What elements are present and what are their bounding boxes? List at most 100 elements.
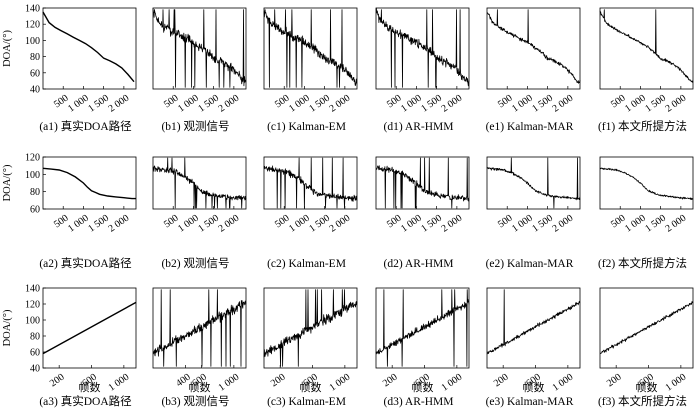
y-tick-label: 40: [30, 364, 40, 375]
panel-caption: (d2) AR-HMM: [384, 258, 454, 270]
panel-caption: (d1) AR-HMM: [384, 121, 454, 133]
panel-caption: (b1) 观测信号: [161, 120, 229, 133]
x-tick-label: 1 500: [419, 213, 444, 235]
panel-caption: (d3) AR-HMM: [384, 396, 454, 408]
x-tick-label: 1 000: [399, 213, 424, 235]
x-tick-label: 200: [48, 372, 67, 390]
axes-frame: [486, 156, 581, 210]
x-tick-label: 2 000: [664, 93, 689, 115]
estimate-series-line: [152, 8, 247, 88]
estimate-series-line: [263, 9, 358, 88]
x-tick-label: 2 000: [217, 213, 242, 235]
y-tick-label: 40: [30, 85, 40, 96]
axes-frame: [263, 7, 358, 90]
x-tick-label: 2 000: [107, 213, 132, 235]
panel-caption: (e2) Kalman-MAR: [486, 258, 574, 270]
x-tick-label: 200: [605, 372, 624, 390]
axes-frame: [599, 287, 694, 369]
axes-frame: [152, 7, 247, 90]
y-tick-label: 140: [25, 4, 40, 15]
x-tick-label: 2 000: [217, 93, 242, 115]
x-tick-label: 1 000: [66, 213, 91, 235]
x-tick-label: 1 000: [551, 372, 576, 394]
y-tick-label: 120: [25, 153, 40, 164]
truth-series-line: [42, 167, 136, 200]
panel-caption: (c2) Kalman-EM: [267, 258, 346, 270]
x-axis-label: 帧数: [300, 380, 322, 394]
axes-frame: [263, 156, 358, 210]
x-axis-label: 帧数: [189, 380, 211, 394]
y-tick-label: 60: [30, 205, 40, 216]
y-tick-label: 80: [30, 52, 40, 63]
x-tick-label: 2 000: [107, 93, 132, 115]
axes-frame: [599, 7, 694, 90]
x-tick-label: 1 000: [287, 213, 312, 235]
x-tick-label: 1 000: [664, 372, 689, 394]
x-tick-label: 1 000: [176, 213, 201, 235]
estimate-series-line: [599, 9, 694, 83]
truth-series-line: [42, 11, 135, 83]
x-tick-label: 1 000: [623, 213, 648, 235]
y-tick-label: 100: [25, 316, 40, 327]
estimate-series-line: [152, 157, 247, 209]
y-tick-label: 100: [25, 36, 40, 47]
panel-caption: (a2) 真实DOA路径: [39, 256, 131, 270]
axes-frame: [152, 156, 247, 210]
panel-caption: (a3) 真实DOA路径: [39, 394, 131, 408]
x-tick-label: 1 500: [196, 213, 221, 235]
x-tick-label: 2 000: [328, 93, 353, 115]
x-tick-label: 2 000: [328, 213, 353, 235]
estimate-series-line: [263, 157, 358, 209]
x-tick-label: 1 500: [86, 213, 111, 235]
x-tick-label: 200: [492, 372, 511, 390]
x-tick-label: 1 500: [307, 213, 332, 235]
axes-frame: [42, 287, 137, 369]
x-tick-label: 1 000: [217, 372, 242, 394]
x-tick-label: 200: [381, 372, 400, 390]
panel-caption: (f3) 本文所提方法: [598, 394, 687, 408]
x-tick-label: 2 000: [664, 213, 689, 235]
axes-frame: [375, 287, 470, 369]
x-tick-label: 1 500: [307, 93, 332, 115]
truth-series-line: [42, 301, 137, 355]
axes-frame: [42, 7, 137, 90]
panel-caption: (e1) Kalman-MAR: [486, 121, 574, 133]
axes-frame: [42, 156, 137, 210]
panel-caption: (e3) Kalman-MAR: [486, 396, 574, 408]
x-axis-label: 帧数: [636, 380, 658, 394]
x-axis-label: 帧数: [412, 380, 434, 394]
x-tick-label: 1 500: [643, 93, 668, 115]
panel-a3: 200 600 1 000406080100120140DOA/(°)帧数(a3) …: [2, 284, 137, 408]
x-tick-label: 1 500: [86, 93, 111, 115]
x-tick-label: 200: [269, 372, 288, 390]
estimate-series-line: [599, 167, 694, 201]
y-tick-label: 120: [25, 20, 40, 31]
axes-frame: [486, 287, 581, 369]
estimate-series-line: [152, 289, 247, 367]
x-tick-label: 1 500: [530, 93, 555, 115]
x-tick-label: 1 500: [196, 93, 221, 115]
x-tick-label: 1 000: [107, 372, 132, 394]
estimate-series-line: [486, 9, 581, 84]
estimate-series-line: [375, 157, 470, 209]
y-tick-label: 140: [25, 284, 40, 295]
y-axis-label: DOA/(°): [2, 30, 13, 67]
axes-frame: [375, 7, 470, 90]
axes-frame: [375, 156, 470, 210]
y-tick-label: 60: [30, 68, 40, 79]
panel-caption: (b3) 观测信号: [161, 395, 229, 408]
